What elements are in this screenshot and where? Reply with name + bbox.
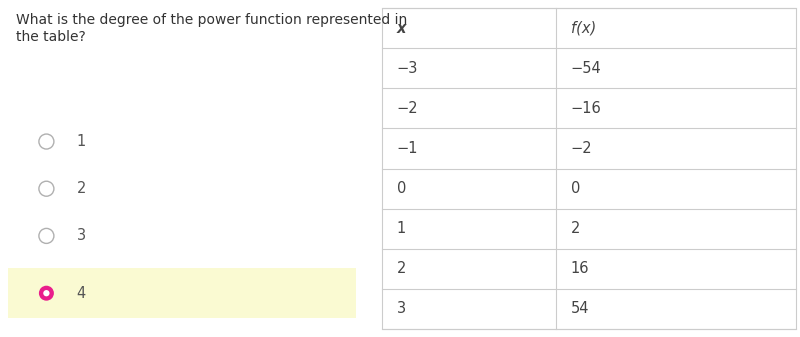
Text: −54: −54 <box>570 61 602 76</box>
Text: −3: −3 <box>397 61 418 76</box>
Text: 54: 54 <box>570 301 589 316</box>
Text: 0: 0 <box>570 181 580 196</box>
Text: 1: 1 <box>397 221 406 236</box>
Text: −16: −16 <box>570 101 602 116</box>
Text: x: x <box>397 21 406 36</box>
Text: −2: −2 <box>397 101 418 116</box>
Text: f(x): f(x) <box>570 21 596 36</box>
Text: 3: 3 <box>397 301 406 316</box>
Text: 0: 0 <box>397 181 406 196</box>
Text: What is the degree of the power function represented in
the table?: What is the degree of the power function… <box>16 13 407 44</box>
Ellipse shape <box>39 286 54 301</box>
Text: 1: 1 <box>77 134 86 149</box>
Text: 2: 2 <box>77 181 86 196</box>
FancyBboxPatch shape <box>8 268 356 318</box>
Text: 4: 4 <box>77 286 86 301</box>
Text: 2: 2 <box>570 221 580 236</box>
Ellipse shape <box>39 181 54 196</box>
Text: 3: 3 <box>77 228 86 243</box>
Text: −2: −2 <box>570 141 592 156</box>
Text: 16: 16 <box>570 261 589 276</box>
Ellipse shape <box>43 290 50 296</box>
FancyBboxPatch shape <box>382 8 796 329</box>
Text: 2: 2 <box>397 261 406 276</box>
Ellipse shape <box>39 134 54 149</box>
Ellipse shape <box>39 228 54 243</box>
Text: −1: −1 <box>397 141 418 156</box>
